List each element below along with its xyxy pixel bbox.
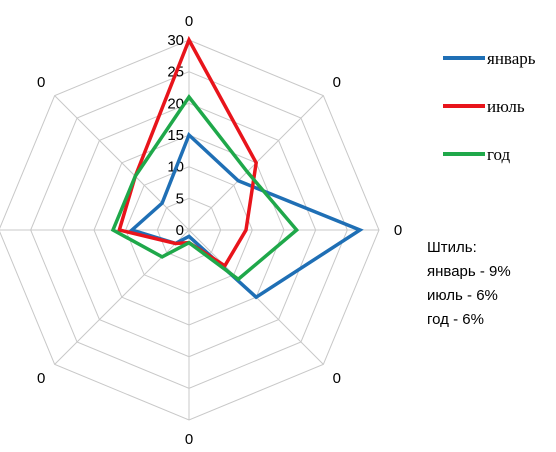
legend-label: июль <box>487 97 525 116</box>
series-lines <box>110 35 364 300</box>
category-labels: 0 0 0 0 0 0 0 0 <box>37 13 402 448</box>
radial-tick-label: 15 <box>167 127 184 144</box>
category-label: 0 <box>333 74 341 91</box>
grid-spoke <box>54 95 190 231</box>
legend: январь июль год <box>443 49 536 164</box>
radial-tick-label: 5 <box>176 190 184 207</box>
category-label: 0 <box>185 431 193 448</box>
radial-tick-label: 0 <box>176 222 184 239</box>
calm-note-july: июль - 6% <box>427 287 498 304</box>
calm-note-title: Штиль: <box>427 239 477 256</box>
radial-tick-label: 30 <box>167 32 184 49</box>
category-label: 0 <box>37 370 45 387</box>
radar-grid <box>0 39 380 421</box>
grid-spoke <box>54 229 190 365</box>
series-line <box>128 131 364 300</box>
calm-note-year: год - 6% <box>427 311 484 328</box>
legend-label: год <box>487 145 511 164</box>
category-label: 0 <box>394 222 402 239</box>
category-label: 0 <box>185 13 193 30</box>
calm-note-january: январь - 9% <box>427 263 511 280</box>
category-label: 0 <box>333 370 341 387</box>
legend-label: январь <box>487 49 536 68</box>
calm-note: Штиль: январь - 9% июль - 6% год - 6% <box>427 236 511 332</box>
category-label: 0 <box>37 74 45 91</box>
series-line <box>110 94 300 282</box>
